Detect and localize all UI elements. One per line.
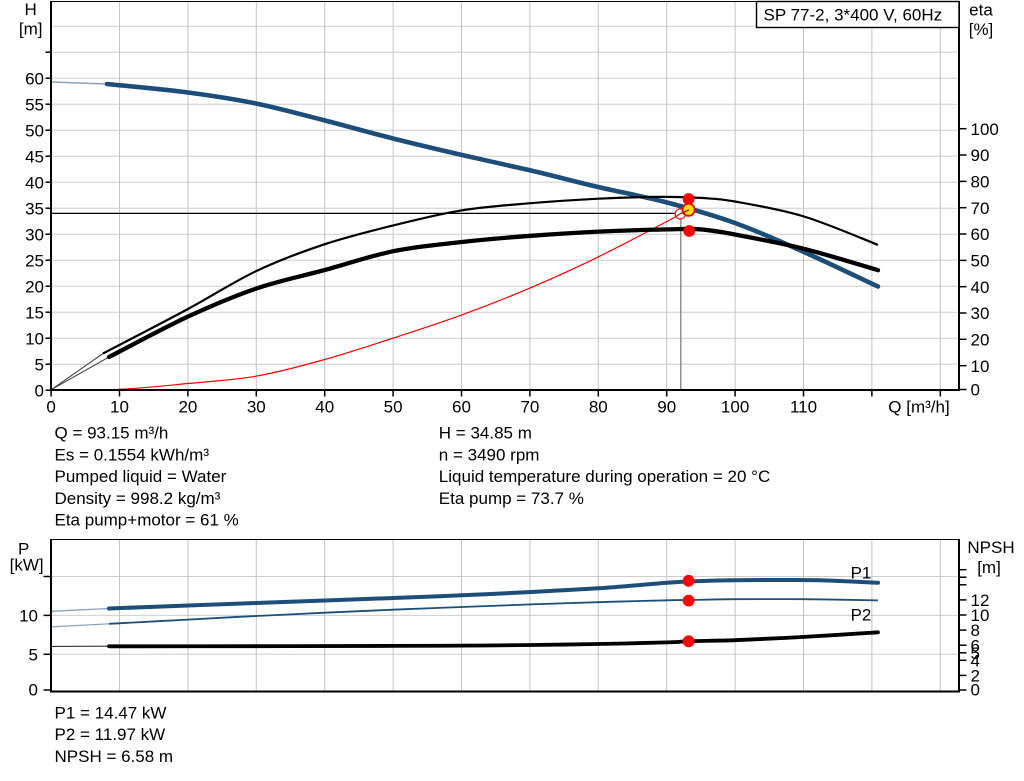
svg-text:30: 30 xyxy=(247,398,266,417)
svg-text:[m]: [m] xyxy=(19,20,43,39)
svg-text:[m]: [m] xyxy=(977,558,1001,577)
svg-text:P1 = 14.47 kW: P1 = 14.47 kW xyxy=(55,703,167,722)
svg-text:[kW]: [kW] xyxy=(10,556,44,575)
svg-text:P1: P1 xyxy=(851,564,872,583)
svg-text:10: 10 xyxy=(25,329,44,348)
svg-text:90: 90 xyxy=(657,398,676,417)
svg-text:Eta pump = 73.7 %: Eta pump = 73.7 % xyxy=(439,489,584,508)
svg-text:80: 80 xyxy=(589,398,608,417)
svg-text:Eta pump+motor = 61 %: Eta pump+motor = 61 % xyxy=(55,511,239,530)
svg-text:100: 100 xyxy=(971,120,999,139)
svg-text:30: 30 xyxy=(25,225,44,244)
svg-text:10: 10 xyxy=(110,398,129,417)
svg-text:P2 = 11.97 kW: P2 = 11.97 kW xyxy=(55,725,166,744)
svg-text:20: 20 xyxy=(25,277,44,296)
svg-text:eta: eta xyxy=(969,1,993,20)
svg-text:40: 40 xyxy=(971,278,990,297)
svg-text:55: 55 xyxy=(25,95,44,114)
svg-text:70: 70 xyxy=(971,199,990,218)
svg-text:50: 50 xyxy=(384,398,403,417)
svg-text:6: 6 xyxy=(971,636,980,655)
svg-text:5: 5 xyxy=(29,645,38,664)
svg-text:100: 100 xyxy=(721,398,749,417)
svg-text:P2: P2 xyxy=(851,606,872,625)
svg-text:Q [m³/h]: Q [m³/h] xyxy=(888,398,949,417)
svg-text:Pumped liquid = Water: Pumped liquid = Water xyxy=(55,467,227,486)
svg-text:12: 12 xyxy=(971,591,990,610)
svg-text:70: 70 xyxy=(520,398,539,417)
svg-text:Q = 93.15 m³/h: Q = 93.15 m³/h xyxy=(55,424,169,443)
svg-text:40: 40 xyxy=(315,398,334,417)
svg-text:5: 5 xyxy=(35,355,44,374)
svg-text:10: 10 xyxy=(19,607,38,626)
svg-text:10: 10 xyxy=(971,357,990,376)
svg-text:50: 50 xyxy=(971,252,990,271)
svg-text:SP 77-2, 3*400 V, 60Hz: SP 77-2, 3*400 V, 60Hz xyxy=(764,6,943,25)
svg-text:H: H xyxy=(25,0,37,19)
svg-text:0: 0 xyxy=(971,381,980,400)
svg-text:H = 34.85 m: H = 34.85 m xyxy=(439,424,532,443)
svg-text:0: 0 xyxy=(46,398,55,417)
svg-text:40: 40 xyxy=(25,173,44,192)
svg-text:0: 0 xyxy=(29,681,38,700)
svg-text:20: 20 xyxy=(178,398,197,417)
svg-text:n = 3490 rpm: n = 3490 rpm xyxy=(439,445,540,464)
svg-text:35: 35 xyxy=(25,199,44,218)
svg-text:4: 4 xyxy=(971,651,980,670)
svg-text:15: 15 xyxy=(25,303,44,322)
svg-text:P: P xyxy=(18,540,29,559)
svg-text:80: 80 xyxy=(971,173,990,192)
svg-text:8: 8 xyxy=(971,621,980,640)
svg-text:10: 10 xyxy=(971,606,990,625)
svg-text:60: 60 xyxy=(25,69,44,88)
svg-text:NPSH: NPSH xyxy=(967,538,1014,557)
svg-text:60: 60 xyxy=(452,398,471,417)
svg-text:20: 20 xyxy=(971,330,990,349)
svg-text:0: 0 xyxy=(35,381,44,400)
svg-text:50: 50 xyxy=(25,121,44,140)
svg-text:0: 0 xyxy=(971,681,980,700)
svg-text:NPSH = 6.58 m: NPSH = 6.58 m xyxy=(55,747,174,766)
svg-text:[%]: [%] xyxy=(969,20,994,39)
svg-text:Es = 0.1554 kWh/m³: Es = 0.1554 kWh/m³ xyxy=(55,445,210,464)
svg-text:Liquid temperature during oper: Liquid temperature during operation = 20… xyxy=(439,467,770,486)
svg-text:25: 25 xyxy=(25,251,44,270)
svg-text:5: 5 xyxy=(971,644,980,663)
svg-text:110: 110 xyxy=(790,398,817,417)
svg-text:2: 2 xyxy=(971,667,980,686)
svg-text:90: 90 xyxy=(971,146,990,165)
svg-text:30: 30 xyxy=(971,304,990,323)
svg-text:60: 60 xyxy=(971,225,990,244)
svg-text:Density = 998.2 kg/m³: Density = 998.2 kg/m³ xyxy=(55,489,221,508)
svg-text:45: 45 xyxy=(25,147,44,166)
